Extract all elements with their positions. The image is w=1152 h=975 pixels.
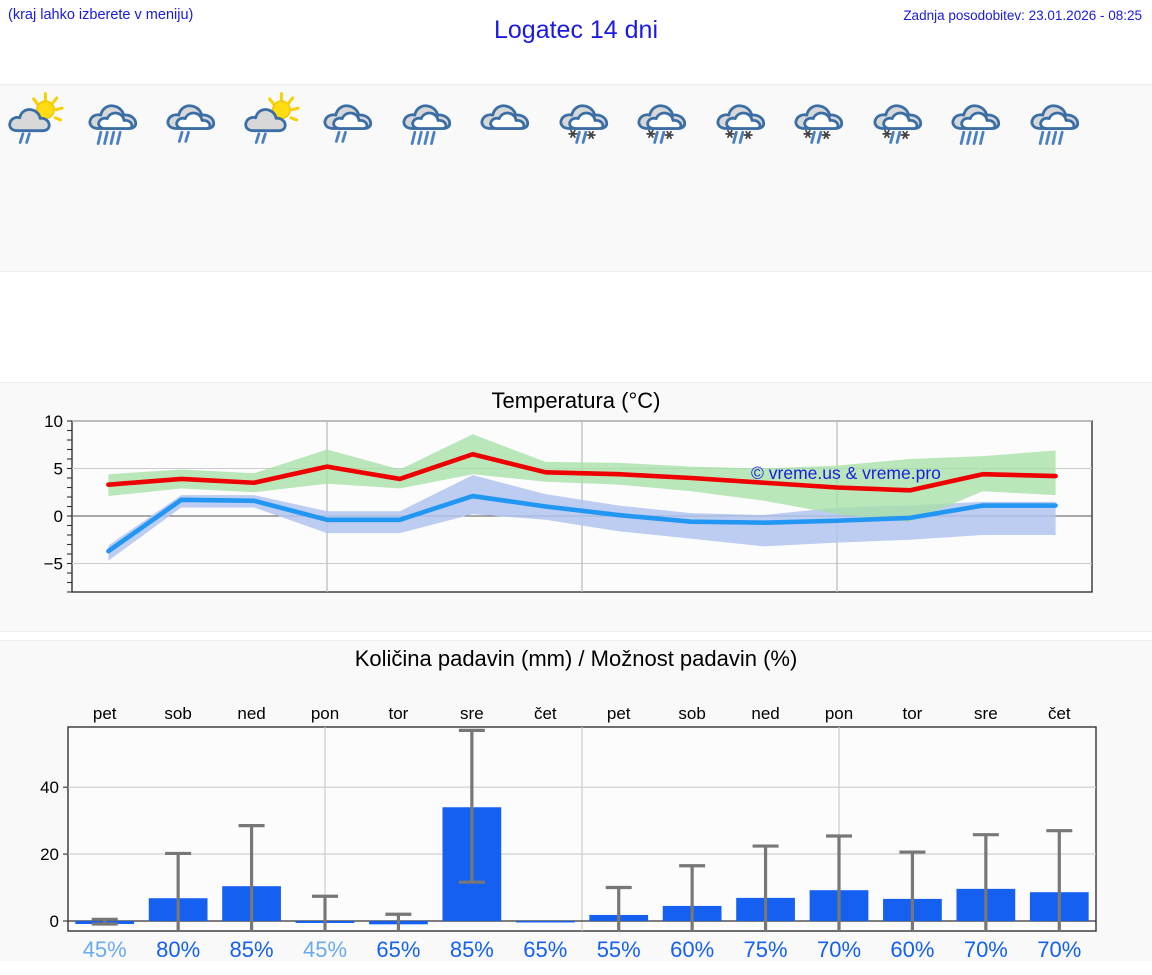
svg-text:65%: 65% [376,937,420,961]
svg-text:tor: tor [903,704,923,723]
precipitation-chart-title: Količina padavin (mm) / Možnost padavin … [354,646,798,671]
svg-text:80%: 80% [156,937,200,961]
svg-text:čet: čet [534,704,557,723]
forecast-day-10[interactable] [707,85,786,271]
menu-hint: (kraj lahko izberete v meniju) [8,7,194,23]
svg-text:70%: 70% [817,937,861,961]
svg-text:sob: sob [164,704,191,723]
cloud-sleet-icon [634,92,700,150]
svg-text:0: 0 [54,507,63,526]
svg-text:45%: 45% [83,937,127,961]
forecast-day-13[interactable] [942,85,1021,271]
forecast-day-14[interactable] [1021,85,1100,271]
cloud-sleet-icon [556,92,622,150]
cloud-rain-heavy-icon [399,92,465,150]
forecast-day-9[interactable] [628,85,707,271]
svg-text:45%: 45% [303,937,347,961]
svg-text:5: 5 [54,460,63,479]
svg-text:60%: 60% [890,937,934,961]
precipitation-chart-canvas: pet sob ned pon tor sre čet pet sob ned pon tor sre č… [0,669,1152,962]
svg-text:65%: 65% [523,937,567,961]
forecast-day-11[interactable] [785,85,864,271]
temperature-chart-panel: Temperatura (°C) 10 5 0 −5 © vreme.us & vrem… [0,382,1152,632]
svg-text:70%: 70% [964,937,1008,961]
forecast-day-5[interactable] [314,85,393,271]
cloud-rain-heavy-icon [85,92,151,150]
svg-text:pet: pet [93,704,117,723]
temperature-chart-canvas: 10 5 0 −5 © vreme.us & vreme.pro [0,405,1152,625]
page-header: (kraj lahko izberete v meniju) Logatec 1… [0,0,1152,72]
forecast-day-2[interactable] [79,85,158,271]
svg-text:ned: ned [751,704,779,723]
cloud-sleet-icon [870,92,936,150]
cloud-rain-heavy-icon [1027,92,1093,150]
sun-cloud-rain-icon [242,92,308,150]
forecast-day-1[interactable] [0,85,79,271]
svg-text:75%: 75% [744,937,788,961]
svg-text:pon: pon [311,704,339,723]
svg-text:sre: sre [974,704,998,723]
cloud-sleet-icon [791,92,857,150]
cloud-icon [477,92,543,150]
forecast-day-12[interactable] [864,85,943,271]
forecast-day-4[interactable] [236,85,315,271]
svg-text:20: 20 [40,845,59,864]
svg-text:0: 0 [50,912,59,931]
svg-text:sob: sob [678,704,705,723]
svg-text:85%: 85% [230,937,274,961]
svg-text:pet: pet [607,704,631,723]
cloud-rain-light-icon [320,92,386,150]
svg-text:55%: 55% [597,937,641,961]
daily-forecast-strip [0,84,1152,272]
svg-text:sre: sre [460,704,484,723]
svg-text:60%: 60% [670,937,714,961]
svg-text:tor: tor [389,704,409,723]
cloud-rain-heavy-icon [948,92,1014,150]
svg-text:−5: −5 [44,555,63,574]
precipitation-chart-panel: Količina padavin (mm) / Možnost padavin … [0,640,1152,962]
svg-text:40: 40 [40,778,59,797]
svg-text:© vreme.us & vreme.pro: © vreme.us & vreme.pro [751,463,941,483]
svg-text:85%: 85% [450,937,494,961]
svg-text:pon: pon [825,704,853,723]
forecast-day-7[interactable] [471,85,550,271]
cloud-sleet-icon [713,92,779,150]
page-title: Logatec 14 dni [493,16,659,44]
forecast-day-6[interactable] [393,85,472,271]
svg-text:čet: čet [1048,704,1071,723]
last-updated: Zadnja posodobitev: 23.01.2026 - 08:25 [903,8,1142,23]
sun-cloud-rain-icon [6,92,72,150]
temperature-chart-title: Temperatura (°C) [491,388,661,413]
cloud-rain-light-icon [163,92,229,150]
svg-text:ned: ned [237,704,265,723]
forecast-day-3[interactable] [157,85,236,271]
svg-text:70%: 70% [1037,937,1081,961]
svg-text:10: 10 [44,412,63,431]
forecast-day-8[interactable] [550,85,629,271]
